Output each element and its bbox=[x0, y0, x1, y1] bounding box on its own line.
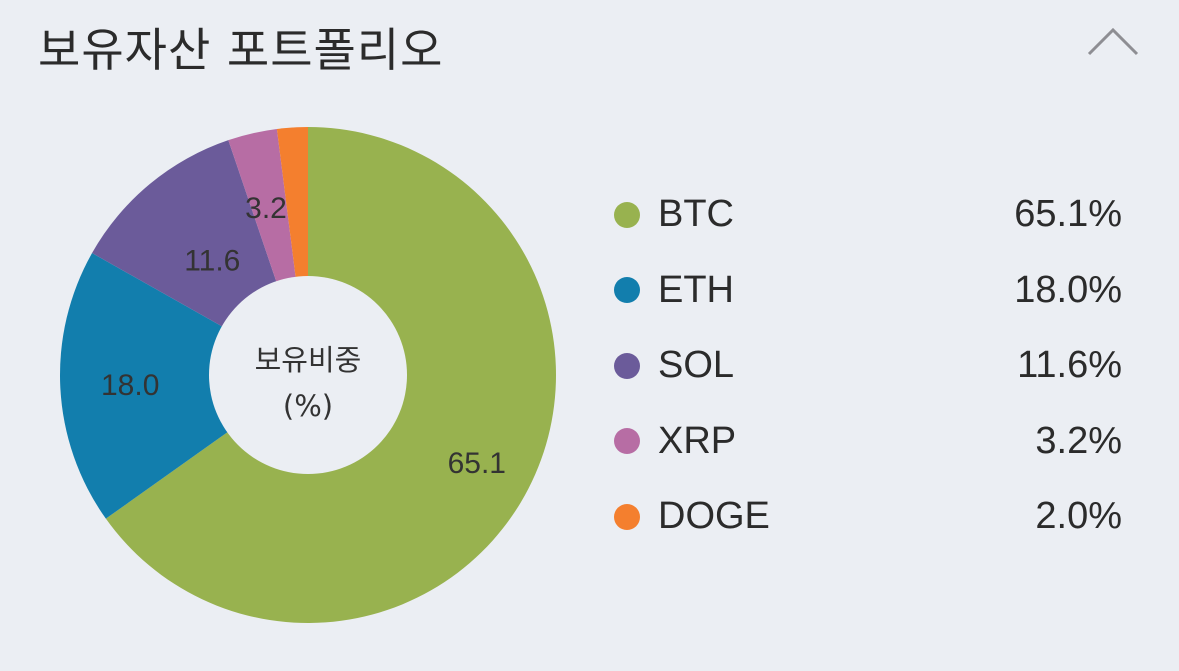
legend-item-eth[interactable]: ETH 18.0% bbox=[612, 253, 1122, 329]
legend-item-xrp[interactable]: XRP 3.2% bbox=[612, 404, 1122, 480]
slice-label-sol: 11.6 bbox=[184, 245, 240, 278]
legend-name: XRP bbox=[658, 419, 737, 462]
center-label-unit: (%) bbox=[283, 389, 333, 423]
center-label-title: 보유비중 bbox=[255, 343, 362, 377]
legend-dot-eth bbox=[614, 277, 640, 304]
chart-legend: BTC 65.1% ETH 18.0% SOL 11.6% XRP 3.2% DOGE 2.0% bbox=[612, 177, 1122, 555]
legend-name: DOGE bbox=[658, 495, 770, 538]
donut-hole bbox=[209, 276, 407, 474]
page-title: 보유자산 포트폴리오 bbox=[38, 23, 444, 77]
legend-dot-doge bbox=[614, 503, 640, 530]
legend-name: ETH bbox=[658, 268, 734, 311]
legend-name: BTC bbox=[658, 193, 734, 236]
legend-dot-btc bbox=[614, 201, 640, 228]
slice-label-xrp: 3.2 bbox=[245, 192, 287, 225]
collapse-button[interactable] bbox=[1086, 22, 1140, 62]
legend-item-doge[interactable]: DOGE 2.0% bbox=[612, 479, 1122, 555]
legend-dot-sol bbox=[614, 352, 640, 379]
slice-label-eth: 18.0 bbox=[101, 369, 159, 402]
legend-name: SOL bbox=[658, 344, 735, 387]
legend-percent: 2.0% bbox=[1035, 495, 1122, 538]
legend-percent: 3.2% bbox=[1035, 419, 1122, 462]
chevron-up-icon bbox=[1087, 27, 1139, 56]
donut-chart-svg: 보유비중 (%) 65.1 18.0 11.63.2 bbox=[60, 127, 556, 623]
slice-eth[interactable] bbox=[60, 253, 308, 519]
slice-label-btc: 65.1 bbox=[448, 447, 506, 480]
legend-percent: 18.0% bbox=[1014, 268, 1122, 311]
legend-percent: 65.1% bbox=[1014, 193, 1122, 236]
legend-dot-xrp bbox=[614, 428, 640, 455]
legend-item-btc[interactable]: BTC 65.1% bbox=[612, 177, 1122, 253]
donut-chart: 보유비중 (%) 65.1 18.0 11.6 3.2 bbox=[60, 127, 556, 623]
legend-percent: 11.6% bbox=[1017, 344, 1122, 387]
legend-item-sol[interactable]: SOL 11.6% bbox=[612, 328, 1122, 404]
